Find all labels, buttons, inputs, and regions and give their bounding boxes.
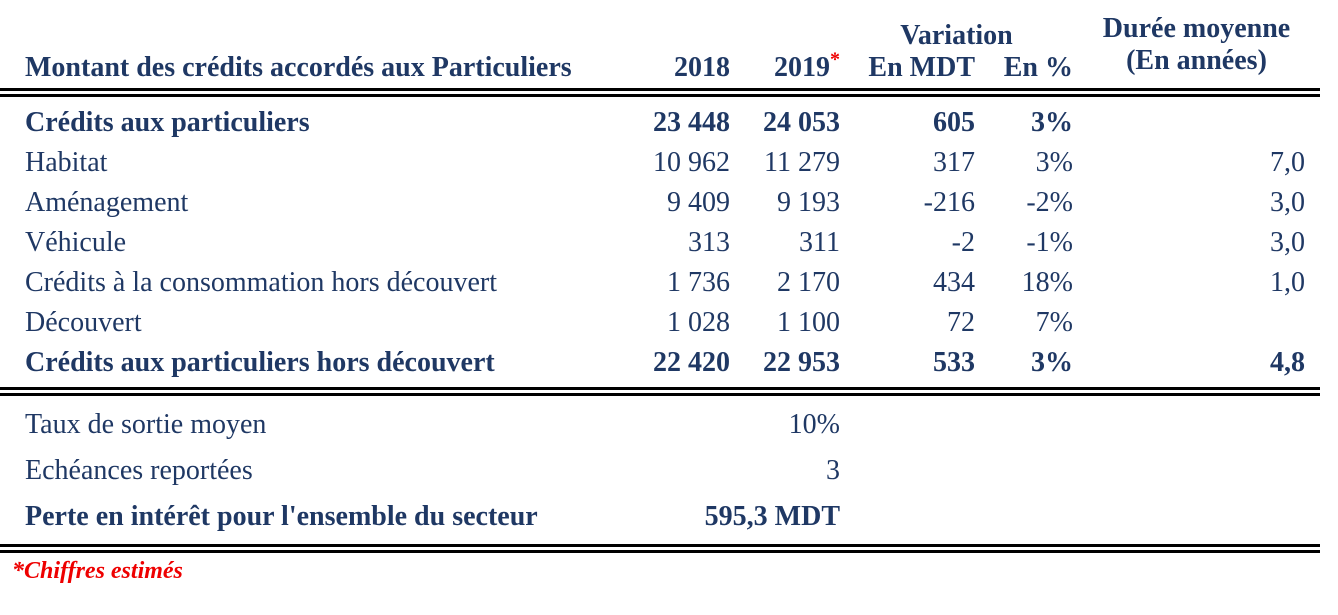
- estimated-asterisk: *: [830, 48, 840, 71]
- middle-double-rule: [0, 387, 1320, 396]
- column-header-en-pct: En %: [1003, 52, 1073, 83]
- value-variation-pct: 3%: [1031, 107, 1073, 138]
- value-duree: 1,0: [1270, 267, 1305, 298]
- value-2019: 9 193: [777, 187, 840, 218]
- row-label: Crédits aux particuliers hors découvert: [25, 347, 495, 378]
- duree-moyenne-line1: Durée moyenne: [1102, 13, 1291, 44]
- row-label: Crédits aux particuliers: [25, 107, 310, 138]
- row-label: Aménagement: [25, 187, 189, 218]
- column-header-2018: 2018: [674, 52, 730, 83]
- footnote-chiffres-estimes: *Chiffres estimés: [12, 558, 183, 584]
- value-duree: 3,0: [1270, 187, 1305, 218]
- value-2018: 1 736: [667, 267, 730, 298]
- column-header-en-mdt: En MDT: [868, 52, 975, 83]
- table-row-habitat: Habitat 10 962 11 279 317 3% 7,0: [0, 143, 1338, 183]
- column-group-variation: Variation: [900, 20, 1013, 51]
- table-header: Montant des crédits accordés aux Particu…: [0, 6, 1338, 84]
- value-variation-pct: -2%: [1026, 187, 1073, 218]
- table-row-credits-consommation: Crédits à la consommation hors découvert…: [0, 263, 1338, 303]
- column-header-2019: 2019*: [730, 48, 840, 84]
- value-2019: 24 053: [763, 107, 840, 138]
- value-duree: 7,0: [1270, 147, 1305, 178]
- row-label: Habitat: [25, 147, 108, 178]
- table-row-amenagement: Aménagement 9 409 9 193 -216 -2% 3,0: [0, 183, 1338, 223]
- value-2019: 11 279: [764, 147, 840, 178]
- value-variation-pct: 18%: [1021, 267, 1073, 298]
- table-row-credits-hors-decouvert: Crédits aux particuliers hors découvert …: [0, 343, 1338, 383]
- value-2018: 1 028: [667, 307, 730, 338]
- value-variation-pct: 7%: [1035, 307, 1073, 338]
- header-double-rule: [0, 88, 1320, 97]
- value-duree: 3,0: [1270, 227, 1305, 258]
- value-2019: 1 100: [777, 307, 840, 338]
- table-row-echeances-reportees: Echéances reportées 3: [0, 448, 1338, 494]
- table-row-perte-en-interet: Perte en intérêt pour l'ensemble du sect…: [0, 494, 1338, 540]
- value-2018: 9 409: [667, 187, 730, 218]
- table-row-vehicule: Véhicule 313 311 -2 -1% 3,0: [0, 223, 1338, 263]
- row-label: Perte en intérêt pour l'ensemble du sect…: [25, 501, 538, 532]
- summary-value: 595,3 MDT: [704, 501, 840, 532]
- value-variation-mdt: 605: [933, 107, 975, 138]
- value-duree: 4,8: [1270, 347, 1305, 378]
- value-variation-mdt: 317: [933, 147, 975, 178]
- row-label: Echéances reportées: [25, 455, 253, 486]
- value-2018: 313: [688, 227, 730, 258]
- value-variation-mdt: 434: [933, 267, 975, 298]
- value-variation-pct: -1%: [1026, 227, 1073, 258]
- summary-value: 10%: [788, 409, 840, 440]
- value-variation-pct: 3%: [1031, 347, 1073, 378]
- value-2018: 10 962: [653, 147, 730, 178]
- value-variation-mdt: 533: [933, 347, 975, 378]
- duree-moyenne-line2: (En années): [1126, 45, 1267, 76]
- summary-value: 3: [826, 455, 840, 486]
- credit-table: Montant des crédits accordés aux Particu…: [0, 6, 1338, 584]
- column-header-2019-label: 2019: [774, 52, 830, 83]
- table-row-decouvert: Découvert 1 028 1 100 72 7%: [0, 303, 1338, 343]
- bottom-double-rule: [0, 544, 1320, 553]
- row-label: Véhicule: [25, 227, 127, 258]
- value-variation-mdt: -2: [951, 227, 975, 258]
- row-label: Taux de sortie moyen: [25, 409, 267, 440]
- value-variation-mdt: 72: [947, 307, 975, 338]
- value-2019: 22 953: [763, 347, 840, 378]
- summary-section: Taux de sortie moyen 10% Echéances repor…: [0, 402, 1338, 540]
- column-header-duree-moyenne: Durée moyenne (En années): [1073, 13, 1338, 77]
- value-variation-pct: 3%: [1035, 147, 1073, 178]
- row-label: Crédits à la consommation hors découvert: [25, 267, 497, 298]
- credit-rows-section: Crédits aux particuliers 23 448 24 053 6…: [0, 103, 1338, 383]
- value-2018: 23 448: [653, 107, 730, 138]
- value-2019: 311: [799, 227, 840, 258]
- value-2018: 22 420: [653, 347, 730, 378]
- row-label: Découvert: [25, 307, 142, 338]
- table-title: Montant des crédits accordés aux Particu…: [25, 52, 572, 83]
- value-variation-mdt: -216: [923, 187, 975, 218]
- table-row-taux-de-sortie: Taux de sortie moyen 10%: [0, 402, 1338, 448]
- table-row-credits-aux-particuliers: Crédits aux particuliers 23 448 24 053 6…: [0, 103, 1338, 143]
- value-2019: 2 170: [777, 267, 840, 298]
